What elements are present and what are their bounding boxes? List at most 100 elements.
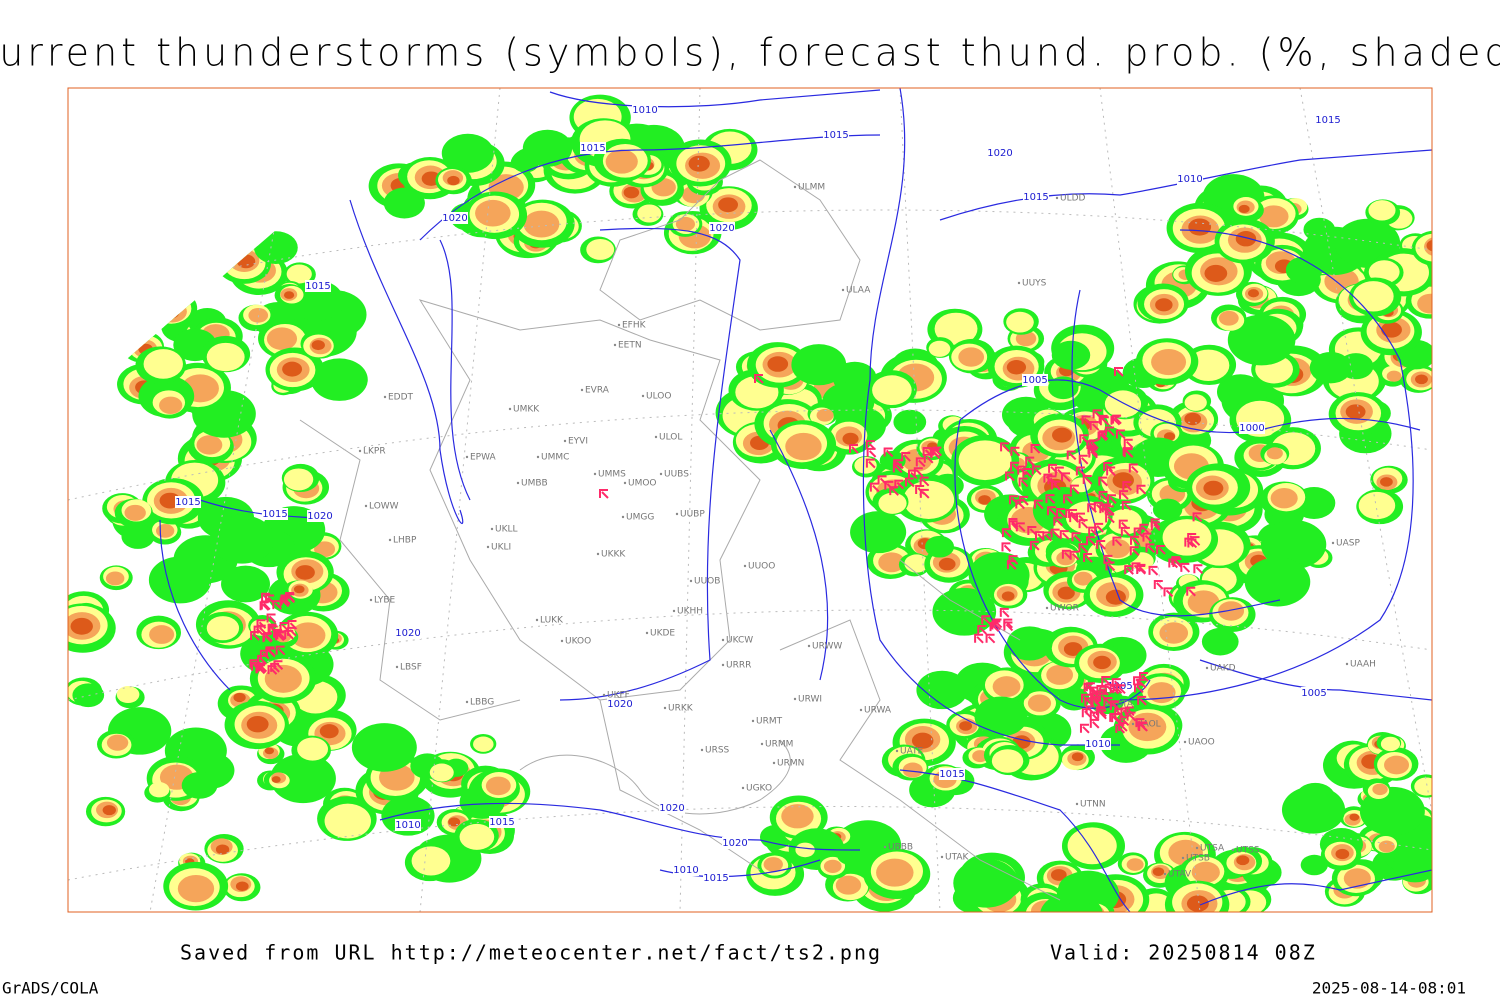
shade-blob — [1152, 498, 1183, 521]
thunderstorm-symbol — [1079, 434, 1090, 444]
shade-blob — [974, 696, 1028, 737]
isobar-label: 1020 — [709, 223, 734, 234]
thunderstorm-symbol — [1001, 542, 1012, 553]
shade-blob — [236, 254, 256, 269]
station-label: UKHH — [677, 607, 703, 617]
station-label: UTAK — [945, 853, 970, 863]
isobar-label: 1010 — [1177, 174, 1202, 185]
shade-blob — [902, 762, 923, 778]
isobar-label: 1020 — [987, 148, 1012, 159]
shade-blob — [872, 375, 912, 405]
thunderstorm-symbol — [266, 613, 277, 624]
station-dot — [1345, 662, 1349, 666]
shade-blob — [233, 692, 246, 703]
station-label: LHBP — [393, 536, 417, 546]
thunderstorm-symbol — [285, 593, 296, 604]
shade-blob — [978, 495, 991, 505]
thunderstorm-symbol — [1129, 546, 1140, 556]
shade-blob — [953, 858, 1019, 908]
thunderstorm-symbol — [1054, 466, 1065, 477]
thunderstorm-symbol — [1045, 494, 1056, 504]
station-label: UTAV — [1168, 870, 1192, 880]
station-label: ULAA — [846, 286, 871, 296]
station-label: UUBP — [680, 510, 705, 520]
station-label: ULOL — [659, 433, 682, 443]
thunderstorm-symbol — [923, 453, 934, 464]
thunderstorm-symbol — [1123, 438, 1134, 449]
shade-blob — [254, 231, 298, 265]
station-dot — [940, 855, 944, 859]
thunderstorm-symbol — [907, 469, 918, 480]
thunderstorm-symbol — [974, 633, 984, 644]
thunderstorm-symbol — [754, 374, 764, 384]
shade-blob — [1259, 205, 1289, 228]
thunderstorm-symbol — [276, 630, 287, 641]
thunderstorm-symbol — [1105, 561, 1116, 572]
station-label: UMMS — [598, 470, 626, 480]
thunderstorm-symbol — [985, 633, 996, 644]
thunderstorm-symbol — [1112, 536, 1123, 547]
shade-blob — [1266, 447, 1283, 460]
station-label: UKOO — [565, 637, 591, 647]
station-label: UKCW — [726, 636, 753, 646]
thunderstorm-symbol — [1107, 494, 1117, 505]
shade-blob — [1184, 394, 1207, 411]
station-dot — [793, 697, 797, 701]
shade-blob — [383, 187, 425, 219]
shade-blob — [1414, 777, 1432, 796]
thunderstorm-symbol — [981, 615, 991, 625]
shade-blob — [105, 571, 125, 586]
shade-blob — [1155, 298, 1173, 312]
isobar-label: 1015 — [262, 509, 287, 520]
thunderstorm-symbol — [1172, 558, 1183, 568]
thunderstorm-symbol — [253, 625, 264, 636]
thunderstorm-symbol — [1098, 430, 1109, 440]
shade-blob — [215, 844, 230, 855]
shade-blob — [149, 625, 175, 644]
shade-blob — [1001, 591, 1015, 601]
thunderstorm-symbol — [1121, 500, 1132, 511]
shade-blob — [938, 557, 956, 571]
station-label: URMN — [777, 759, 804, 769]
thunderstorm-symbol — [1115, 723, 1126, 734]
thunderstorm-symbol — [1098, 490, 1109, 501]
thunderstorm-symbol — [1115, 429, 1126, 440]
shade-blob — [718, 197, 738, 213]
shade-blob — [221, 565, 270, 603]
shade-blob — [842, 432, 859, 445]
thunderstorm-symbol — [1047, 475, 1058, 486]
thunderstorm-symbol — [1105, 426, 1115, 437]
station-label: URWA — [864, 706, 892, 716]
station-label: UAKD — [1210, 664, 1236, 674]
thunderstorm-symbol — [1010, 446, 1021, 457]
thunderstorm-symbol — [1090, 692, 1100, 703]
station-label: UKFF — [607, 691, 630, 701]
thunderstorm-symbol — [1145, 543, 1156, 554]
shade-blob — [1392, 848, 1432, 883]
shade-blob — [1309, 351, 1352, 384]
shade-blob — [1295, 782, 1336, 813]
isobar-label-bg — [305, 280, 331, 292]
isobar-label: 1010 — [673, 865, 698, 876]
isobar-label: 1015 — [175, 497, 200, 508]
shade-blob — [1236, 855, 1250, 866]
isobar-label: 1015 — [489, 817, 514, 828]
shade-blob — [1163, 432, 1176, 441]
shade-blob — [441, 133, 494, 173]
shade-blob — [206, 342, 245, 372]
station-label: ULOO — [646, 392, 671, 402]
shade-blob — [1071, 752, 1084, 762]
shade-blob — [1378, 840, 1395, 853]
station-dot — [623, 481, 627, 485]
shade-blob — [1187, 349, 1230, 382]
thunderstorm-symbol — [1112, 414, 1122, 425]
shade-blob — [835, 875, 862, 895]
thunderstorm-symbol — [1008, 518, 1019, 528]
station-label: EYVI — [568, 437, 588, 447]
shade-blob — [1247, 289, 1260, 298]
shade-blob — [1343, 868, 1371, 889]
isobar-label-bg — [632, 104, 658, 116]
shade-blob — [1201, 627, 1239, 656]
station-label: LOWW — [369, 502, 399, 512]
shade-blob — [675, 216, 696, 232]
